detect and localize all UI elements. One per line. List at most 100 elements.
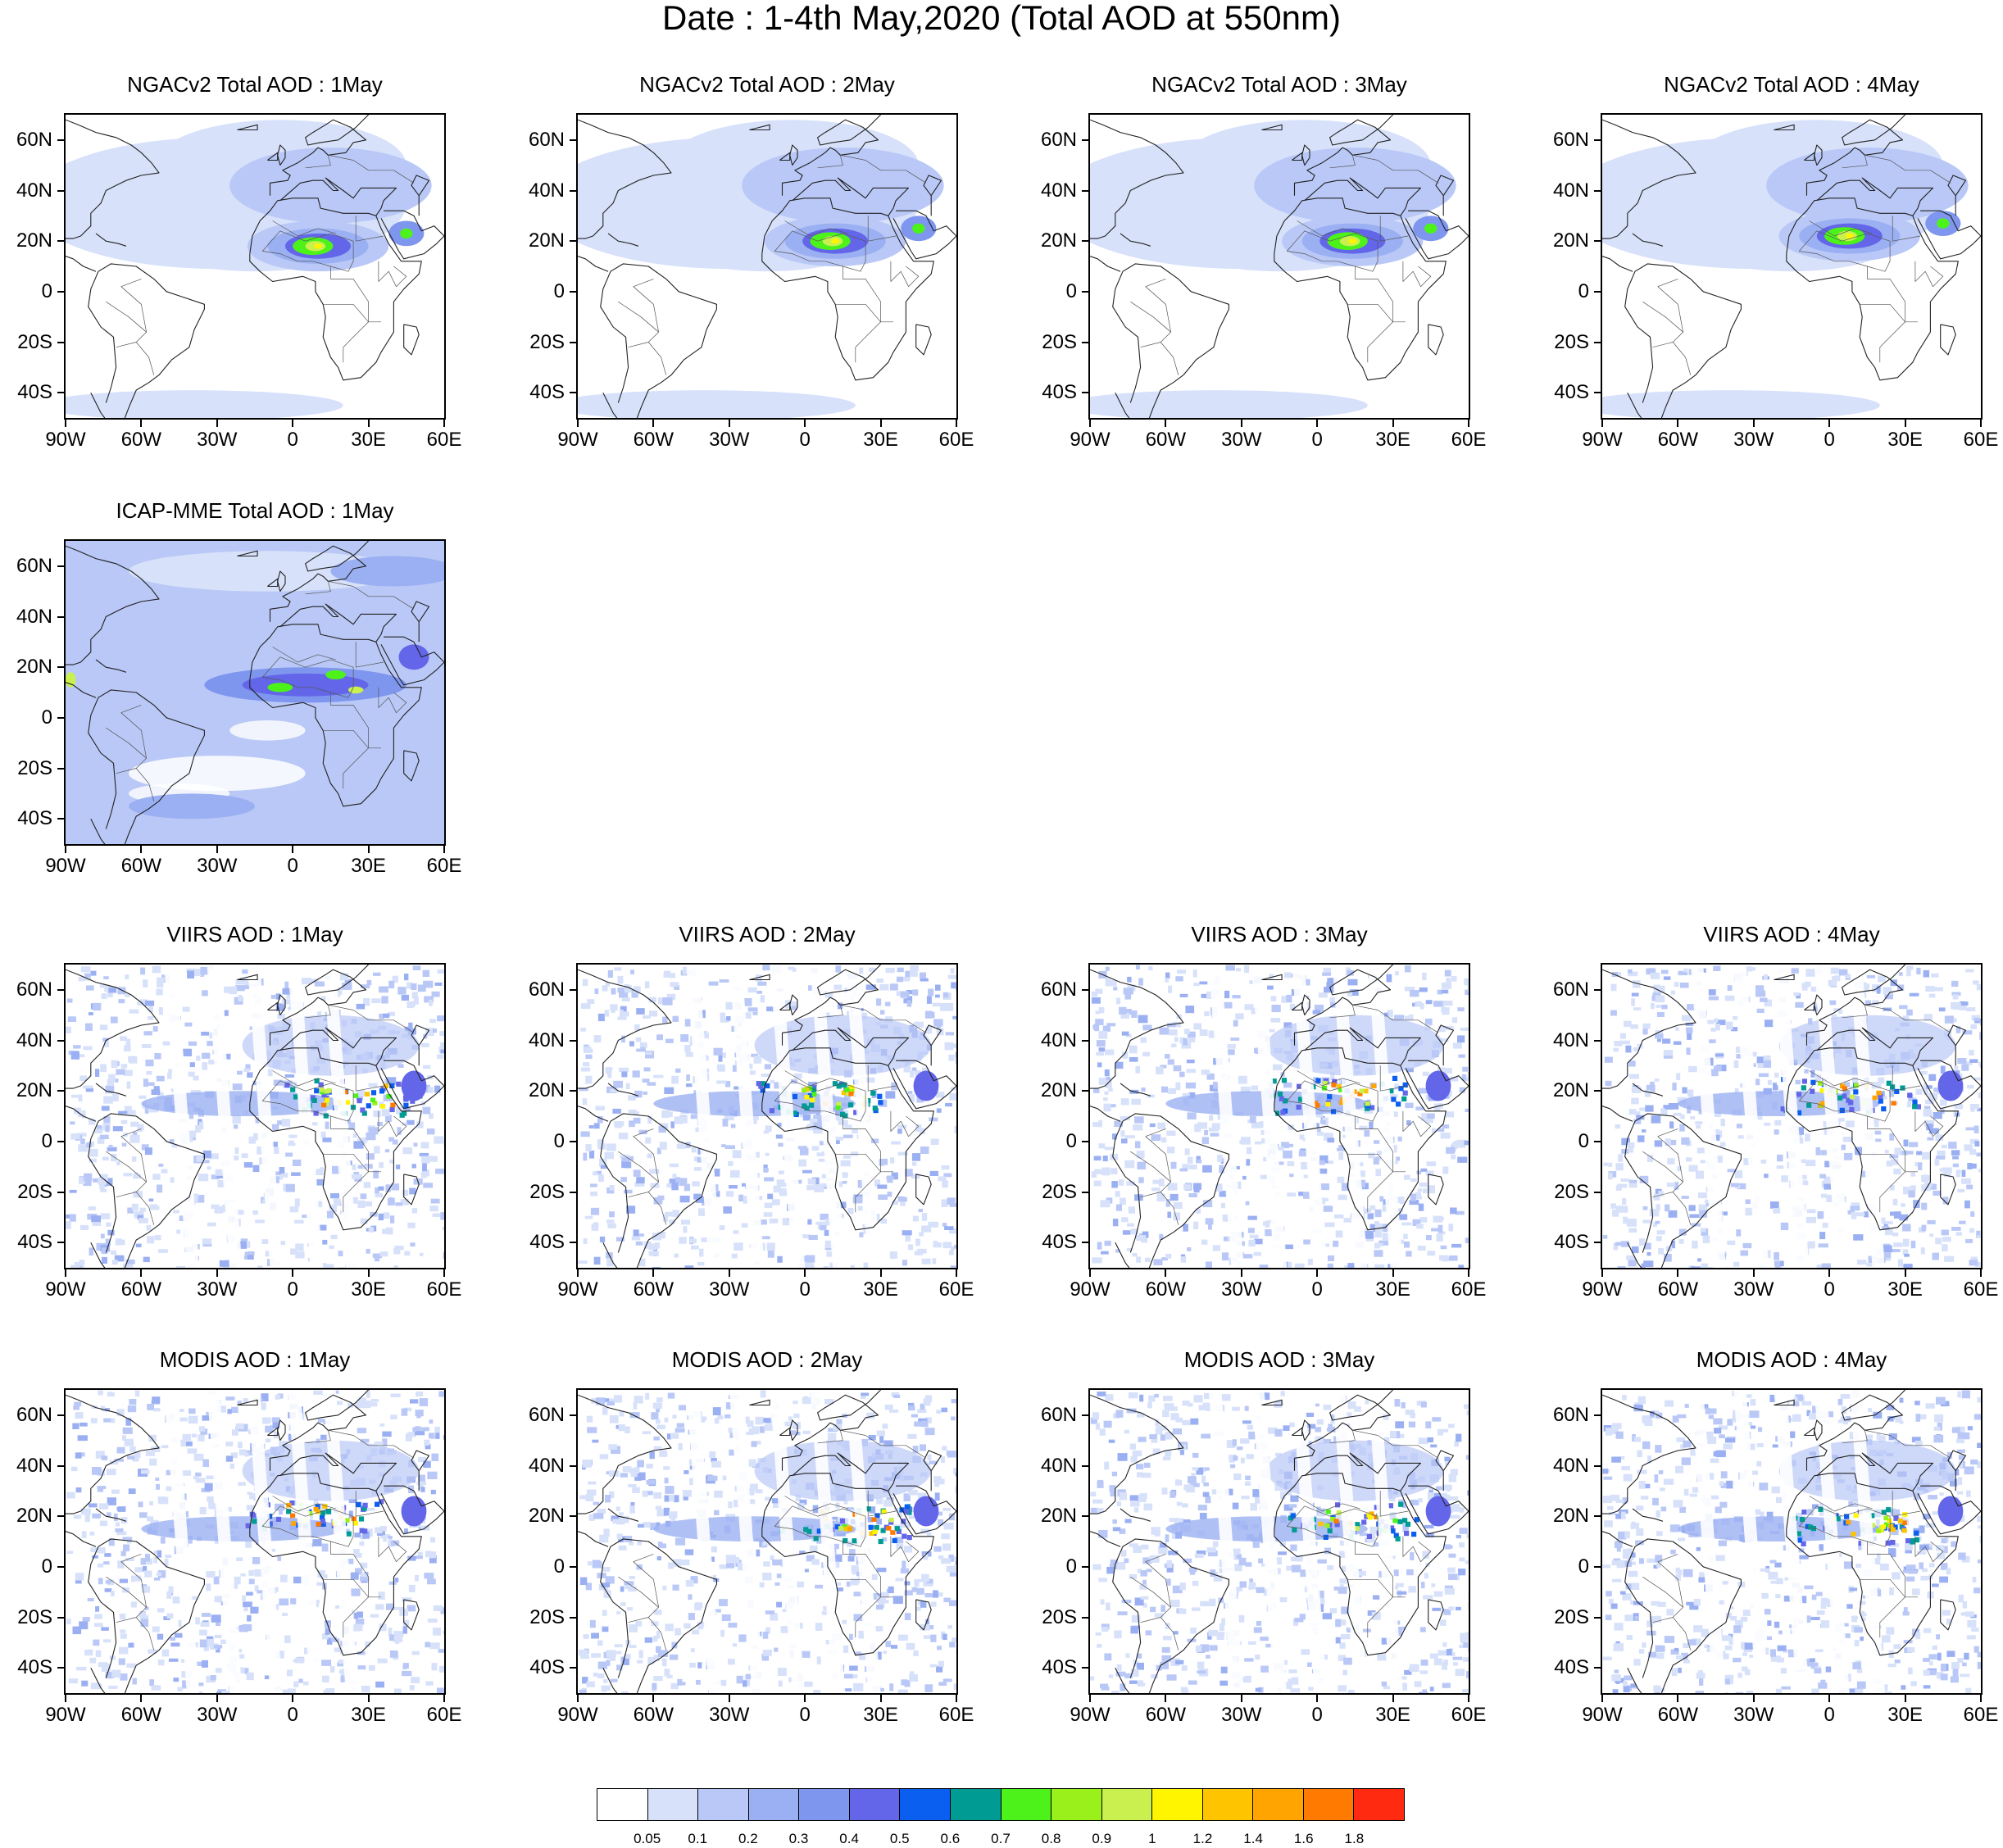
lon-tick-label: 60W [1657,1704,1699,1726]
lat-tick-label: 40S [1042,1231,1077,1254]
panel-title: NGACv2 Total AOD : 3May [1151,72,1407,97]
lon-tick-mark [1392,1269,1394,1277]
lon-tick-mark [443,1695,445,1702]
lon-tick-label: 30E [351,429,386,451]
lat-tick-label: 40S [1554,1656,1589,1679]
lat-tick-label: 0 [1065,1129,1077,1152]
lon-tick-mark [1980,1695,1982,1702]
lat-tick-mark [1082,1090,1089,1092]
lat-tick-mark [1082,988,1089,991]
lon-tick-label: 60E [938,1704,974,1726]
lon-tick-mark [728,420,730,427]
lon-tick-mark [1677,420,1679,427]
lon-tick-mark [1904,420,1906,427]
lon-tick-label: 30E [351,855,386,877]
lon-tick-mark [1240,1269,1242,1277]
lat-tick-mark [570,1515,577,1518]
lat-tick-label: 20S [529,1180,565,1203]
lat-tick-mark [57,1039,65,1042]
lon-tick-mark [1165,420,1167,427]
colorbar-box [1051,1789,1102,1820]
lon-tick-label: 30W [1733,429,1774,451]
lat-tick-mark [57,1090,65,1092]
lat-tick-label: 20N [16,1079,52,1102]
lon-tick-label: 30W [1733,1278,1774,1301]
lon-tick-label: 60W [120,855,162,877]
lon-tick-mark [956,1695,957,1702]
lat-tick-label: 60N [1040,1403,1077,1426]
colorbar-label: 0.3 [788,1831,809,1846]
lon-tick-label: 60E [1963,1278,1999,1301]
lat-tick-mark [570,392,577,394]
panel-title: VIIRS AOD : 2May [679,922,856,947]
lat-tick-label: 40S [17,381,52,404]
lon-tick-mark [1316,1269,1319,1277]
colorbar-label: 1.8 [1344,1831,1365,1846]
lat-tick-mark [1082,1616,1089,1619]
lon-tick-label: 60W [1145,1278,1187,1301]
lon-tick-label: 30W [197,1704,238,1726]
lon-tick-label: 30E [351,1278,386,1301]
lat-tick-mark [57,615,65,618]
lat-tick-mark [570,189,577,192]
lat-tick-mark [1594,988,1601,991]
colorbar-box [1001,1789,1052,1820]
lon-tick-label: 60E [1963,1704,1999,1726]
lon-tick-label: 60E [1451,429,1487,451]
lon-tick-mark [216,1269,218,1277]
lon-tick-label: 0 [799,429,811,451]
lat-tick-mark [1082,189,1089,192]
lat-tick-label: 40S [529,1656,565,1679]
colorbar-label: 1.6 [1293,1831,1314,1846]
lon-tick-label: 0 [287,1704,298,1726]
page-title: Date : 1-4th May,2020 (Total AOD at 550n… [662,0,1341,37]
lon-tick-mark [1828,1695,1831,1702]
lon-tick-mark [443,420,445,427]
map-panel-modis-3 [1088,1388,1470,1695]
lon-tick-mark [1601,1269,1603,1277]
lon-tick-label: 0 [1311,1704,1323,1726]
lat-tick-label: 60N [16,554,52,577]
lon-tick-label: 60E [1451,1278,1487,1301]
lon-tick-mark [728,1269,730,1277]
lon-tick-mark [804,1269,806,1277]
lon-tick-label: 60W [1145,1704,1187,1726]
lon-tick-mark [65,420,66,427]
lon-tick-mark [1165,1269,1167,1277]
lat-tick-mark [57,1616,65,1619]
lat-tick-label: 40N [16,1028,52,1051]
lon-tick-label: 90W [45,1278,86,1301]
lat-tick-label: 0 [553,279,565,302]
lat-tick-mark [57,189,65,192]
lat-tick-mark [57,138,65,141]
map-panel-ngac-2 [576,113,958,420]
panel-title: VIIRS AOD : 3May [1191,922,1368,947]
lon-tick-label: 60W [633,429,674,451]
lon-tick-mark [292,1269,294,1277]
lat-tick-mark [57,1242,65,1244]
lon-tick-label: 90W [1582,1278,1623,1301]
lat-tick-mark [1082,138,1089,141]
lon-tick-mark [1601,1695,1603,1702]
lat-tick-label: 40N [16,1454,52,1477]
lat-tick-mark [570,1191,577,1193]
lat-tick-label: 20N [16,656,52,679]
lon-tick-mark [292,420,294,427]
map-panel-modis-4 [1601,1388,1983,1695]
lon-tick-mark [1316,420,1319,427]
lon-tick-mark [216,420,218,427]
lon-tick-label: 90W [45,1704,86,1726]
lat-tick-mark [570,1565,577,1568]
lat-tick-mark [57,1191,65,1193]
lat-tick-label: 20S [1554,1605,1589,1628]
lon-tick-mark [1828,420,1831,427]
lat-tick-label: 60N [528,128,565,151]
lon-tick-mark [367,420,370,427]
lat-tick-mark [1082,1191,1089,1193]
aod-map [66,541,444,844]
lat-tick-label: 20S [1042,330,1077,353]
lon-tick-label: 0 [1311,1278,1323,1301]
lon-tick-label: 60E [1451,1704,1487,1726]
lat-tick-label: 60N [16,978,52,1001]
lat-tick-label: 0 [1578,279,1589,302]
